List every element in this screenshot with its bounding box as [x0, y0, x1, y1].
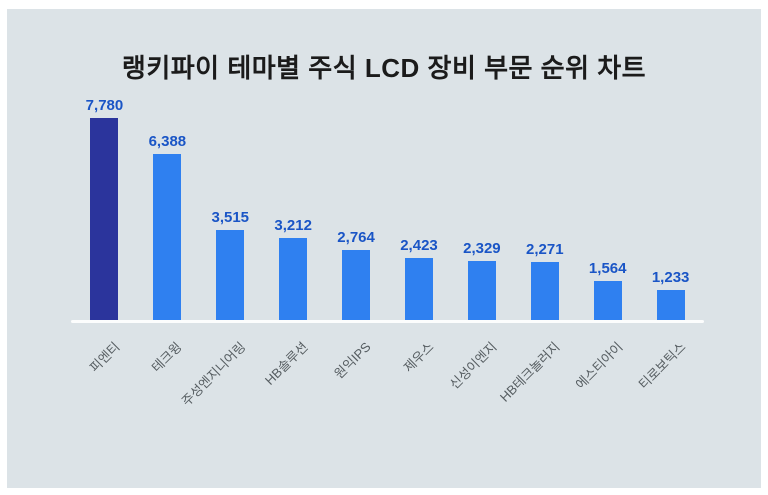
bar-value-label: 1,233	[651, 269, 690, 286]
bar-slot: 7,780	[73, 97, 136, 322]
bar-slot: 6,388	[136, 118, 199, 322]
x-axis-label: 원익IPS	[331, 339, 374, 382]
bar-value-label: 2,271	[526, 241, 564, 258]
bar	[530, 262, 559, 322]
x-axis-label: 피엔티	[86, 339, 123, 376]
x-axis-label: HB솔루션	[262, 339, 311, 388]
bar-slot: 3,212	[262, 118, 325, 322]
bar-value-label: 7,780	[85, 97, 124, 114]
x-axis-label-slot: 에스티아이	[572, 323, 639, 463]
x-axis-label-row: 피엔티 테크윙 주성엔지니어링 HB솔루션 원익IPS 제우스 신성이엔지 HB테크놀러지 에스…	[73, 323, 702, 463]
bar-plot-area: 7,780 6,388 3,515 3,212 2,764 2,423 2,329 2,271…	[73, 97, 702, 322]
bar	[90, 118, 119, 322]
bar-slot: 2,271	[513, 118, 576, 322]
x-axis-label-slot: 원익IPS	[325, 323, 388, 463]
bar-value-label: 2,764	[337, 229, 375, 246]
bar	[467, 261, 496, 322]
bar-slot: 2,764	[325, 118, 388, 322]
x-axis-line	[71, 320, 704, 323]
chart-background-panel	[7, 9, 761, 488]
x-axis-label-slot: HB솔루션	[262, 323, 325, 463]
x-axis-label-slot: 피엔티	[73, 323, 136, 463]
bar-slot: 1,564	[576, 118, 639, 322]
x-axis-label: 에스티아이	[572, 339, 626, 393]
chart-title: 랭키파이 테마별 주식 LCD 장비 부문 순위 차트	[121, 53, 647, 83]
bar	[404, 258, 433, 322]
bar-value-label: 1,564	[588, 260, 627, 277]
bar-value-label: 2,329	[463, 240, 501, 257]
bar	[656, 290, 685, 322]
bar	[342, 250, 371, 322]
bar	[279, 238, 308, 322]
bar-slot: 2,423	[388, 118, 451, 322]
x-axis-label: 티로보틱스	[635, 339, 689, 393]
bar-slot: 3,515	[199, 118, 262, 322]
x-axis-label: 테크윙	[149, 339, 186, 376]
bar-slot: 1,233	[639, 118, 702, 322]
bar-value-label: 3,515	[211, 209, 250, 226]
bar	[593, 281, 622, 322]
bar-value-label: 6,388	[148, 133, 187, 150]
x-axis-label: 신성이엔지	[446, 339, 500, 393]
x-axis-label-slot: HB테크놀러지	[497, 323, 576, 463]
x-axis-label-slot: 티로보틱스	[635, 323, 702, 463]
bar	[216, 230, 245, 322]
x-axis-label-slot: 제우스	[388, 323, 451, 463]
x-axis-label: 제우스	[400, 339, 437, 376]
bar-value-label: 2,423	[400, 237, 438, 254]
bar-slot: 2,329	[450, 118, 513, 322]
bar-value-label: 3,212	[274, 217, 312, 234]
bar	[153, 154, 182, 322]
x-axis-label-slot: 주성엔지니어링	[178, 323, 262, 463]
